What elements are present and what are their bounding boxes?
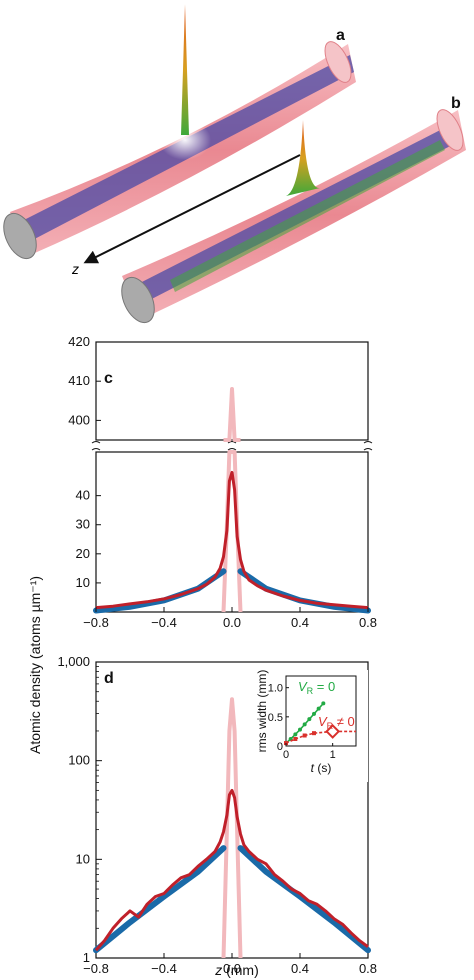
inset-y-tick-label: 1.0 [268, 683, 283, 695]
x-tick-label: −0.8 [83, 615, 109, 630]
y-tick-label: 410 [68, 373, 90, 388]
inset-chart: 0 1 0 0.5 1.0 VR = 0 VR ≠ 0 rms width (mm) t (s… [255, 670, 368, 782]
inset-y-tick-label: 0.5 [268, 712, 283, 724]
x-tick-label: 0.0 [223, 615, 241, 630]
panel-label-d: d [104, 670, 114, 687]
panel-c-ticks: −0.8 −0.4 0.0 0.4 0.8 10 20 30 40 400 410 420 [68, 334, 377, 630]
inset-red-point [293, 737, 298, 741]
inset-green-point [293, 732, 298, 737]
panel-label-a: a [336, 27, 345, 44]
inset-x-tick-label: 0 [283, 749, 289, 761]
inset-green-series-label: VR = 0 [298, 679, 335, 696]
x-tick-label: 0.8 [359, 961, 377, 976]
inset-green-point [307, 717, 312, 722]
inset-red-series-label: VR ≠ 0 [318, 714, 355, 731]
x-tick-label: −0.4 [151, 615, 177, 630]
axis-break-mark [91, 448, 101, 451]
shared-y-axis-label: Atomic density (atoms µm⁻¹) [27, 576, 43, 754]
panel-c-upper-frame [95, 341, 369, 441]
y-tick-label: 1 [83, 950, 90, 965]
inset-series [284, 701, 356, 746]
inset-green-point [298, 727, 302, 732]
density-spike-b [286, 120, 320, 196]
x-tick-label: 0.4 [291, 615, 309, 630]
inset-y-axis-label: rms width (mm) [255, 670, 269, 753]
z-arrow-label: z [71, 261, 79, 277]
x-tick-label: 0.8 [359, 615, 377, 630]
inset-ticks: 0 1 0 0.5 1.0 [268, 683, 336, 761]
beam-b [121, 109, 466, 324]
peak-series-line [221, 697, 243, 959]
inset-red-point [302, 733, 307, 738]
y-tick-label: 420 [68, 334, 90, 349]
panel-label-c: c [104, 370, 113, 387]
peak-series-upper [223, 387, 241, 442]
panel-c-data-series [95, 470, 369, 610]
axis-break-mark [227, 441, 237, 444]
y-tick-label: 30 [76, 517, 90, 532]
y-tick-label: 1,000 [57, 654, 90, 669]
inset-frame [285, 675, 357, 747]
panel-d-peak-series [221, 697, 243, 959]
inset-background [256, 670, 368, 782]
panel-label-b: b [451, 95, 461, 112]
illustration: z a b [3, 4, 466, 324]
inset-green-point [312, 711, 316, 716]
y-tick-label: 400 [68, 412, 90, 427]
axis-break-mark [363, 448, 373, 451]
density-spike-a [181, 4, 189, 135]
x-tick-label: 0.4 [291, 961, 309, 976]
inset-axes-frame [285, 675, 357, 747]
y-tick-label: 40 [76, 488, 90, 503]
inset-red-diamond-marker [325, 724, 341, 739]
inset-green-point [316, 706, 321, 711]
x-tick-label: −0.4 [151, 961, 177, 976]
beam-a [3, 4, 356, 260]
z-arrow [83, 154, 301, 264]
y-tick-label: 20 [76, 546, 90, 561]
y-tick-label: 10 [76, 851, 90, 866]
panel-c-break-gap [94, 441, 370, 451]
x-tick-label: −0.8 [83, 961, 109, 976]
x-tick-label: 0.0 [223, 961, 241, 976]
inset-x-axis-label: t (s) [311, 761, 332, 775]
inset-x-tick-label: 1 [330, 749, 336, 761]
fit-series-line [237, 845, 371, 954]
inset-green-point [302, 722, 307, 727]
panel-d-fit-series [93, 845, 371, 954]
axis-break-mark [363, 441, 373, 444]
inset-labels: VR = 0 VR ≠ 0 rms width (mm) t (s) [255, 670, 355, 775]
fit-series-line [93, 845, 227, 954]
data-series-line [94, 788, 369, 952]
inset-y-tick-label: 0 [277, 741, 283, 753]
y-tick-label: 10 [76, 575, 90, 590]
y-tick-label: 100 [68, 753, 90, 768]
axis-break-mark [227, 448, 237, 451]
panel-c-peak-series [221, 387, 243, 613]
panel-d-data-series [94, 788, 369, 952]
inset-red-point [312, 731, 316, 736]
inset-green-point [321, 701, 326, 706]
data-series-line [95, 470, 369, 610]
panel-c: c −0.8 −0.4 0.0 0.4 0.8 10 20 30 40 400 410 420 [68, 334, 377, 630]
panel-d-x-axis-label: z (mm) [214, 962, 259, 978]
axis-break-mark [91, 441, 101, 444]
